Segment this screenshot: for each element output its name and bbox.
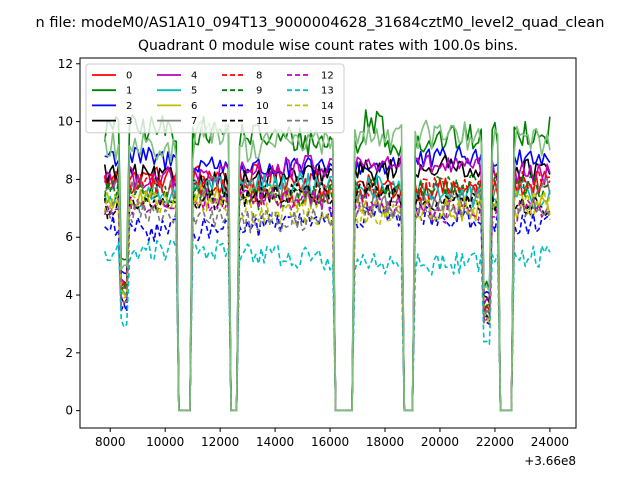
plot-frame: [79, 57, 577, 429]
legend-entry-label: 6: [191, 101, 197, 112]
chart-title: Quadrant 0 module wise count rates with …: [138, 38, 518, 54]
x-tick-label: 22000: [476, 435, 514, 449]
legend-entry-label: 8: [256, 71, 262, 82]
legend-entry-label: 9: [256, 86, 262, 97]
y-tick-label: 4: [65, 288, 73, 302]
x-tick-label: 10000: [146, 435, 184, 449]
y-tick-label: 2: [65, 346, 73, 360]
y-axis: 0 2 4 6 8 10 12: [58, 57, 80, 418]
legend-entry-label: 15: [321, 116, 334, 127]
legend-entry-label: 13: [321, 86, 334, 97]
y-tick-label: 8: [65, 172, 73, 186]
x-tick-label: 12000: [201, 435, 239, 449]
series-layer: [103, 109, 551, 412]
legend-entry-label: 14: [321, 101, 334, 112]
legend-entry-label: 3: [126, 116, 132, 127]
x-axis: 8000 10000 12000 14000 16000 18000 20000 22000 2…: [95, 428, 569, 449]
legend-entry-label: 4: [191, 71, 197, 82]
x-tick-label: 16000: [311, 435, 349, 449]
figure-suptitle: n file: modeM0/AS1A10_094T13_9000004628_…: [36, 15, 605, 31]
legend-entry-label: 5: [191, 86, 197, 97]
legend-entry-label: 11: [256, 116, 269, 127]
y-tick-label: 12: [58, 57, 73, 71]
legend-box: [85, 63, 345, 134]
series-line-extra: [103, 119, 551, 412]
legend-entry-label: 1: [126, 86, 132, 97]
legend-entry-label: 2: [126, 101, 132, 112]
x-tick-label: 8000: [95, 435, 126, 449]
y-tick-label: 0: [65, 404, 73, 418]
x-tick-label: 18000: [366, 435, 404, 449]
legend-entry-label: 7: [191, 116, 197, 127]
x-tick-label: 14000: [256, 435, 294, 449]
series-line-12: [103, 186, 551, 412]
x-axis-offset-label: +3.66e8: [524, 454, 576, 468]
y-tick-label: 10: [58, 115, 73, 129]
legend-entry-label: 0: [126, 71, 132, 82]
legend-entry-label: 10: [256, 101, 269, 112]
x-tick-label: 24000: [531, 435, 569, 449]
x-tick-label: 20000: [421, 435, 459, 449]
legend-entry-label: 12: [321, 71, 334, 82]
y-tick-label: 6: [65, 230, 73, 244]
